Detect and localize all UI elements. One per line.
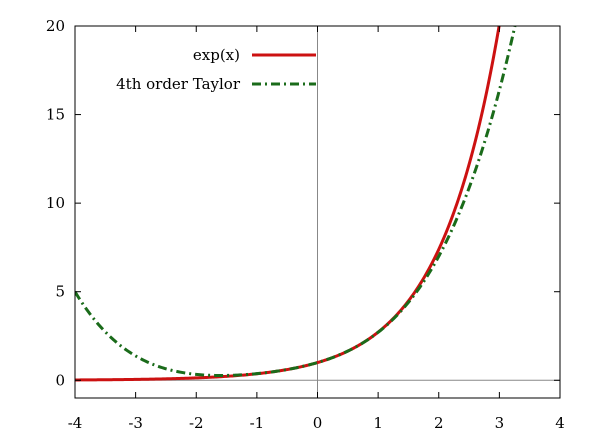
x-tick-label: 0	[313, 414, 323, 432]
curves	[75, 26, 517, 382]
series-line-taylor	[75, 26, 517, 378]
y-tick-label: 10	[46, 194, 65, 212]
x-tick-label: -4	[68, 414, 83, 432]
x-tick-label: 3	[495, 414, 505, 432]
legend-label: exp(x)	[193, 46, 240, 64]
x-tick-label: 2	[434, 414, 444, 432]
x-tick-label: 4	[555, 414, 565, 432]
y-tick-label: 15	[46, 106, 65, 124]
tick-labels: -4 -3 -2 -1 0 1 2 3 4 0 5 10 15 20	[46, 17, 565, 432]
y-tick-label: 0	[55, 371, 65, 389]
legend: exp(x) 4th order Taylor	[116, 46, 316, 93]
y-tick-label: 20	[46, 17, 65, 35]
x-tick-label: 1	[373, 414, 383, 432]
y-tick-label: 5	[55, 283, 65, 301]
ticks	[74, 25, 561, 398]
x-tick-label: -1	[250, 414, 265, 432]
legend-label: 4th order Taylor	[116, 75, 241, 93]
x-tick-label: -3	[128, 414, 143, 432]
series-line-exp	[75, 26, 501, 382]
x-tick-label: -2	[189, 414, 204, 432]
